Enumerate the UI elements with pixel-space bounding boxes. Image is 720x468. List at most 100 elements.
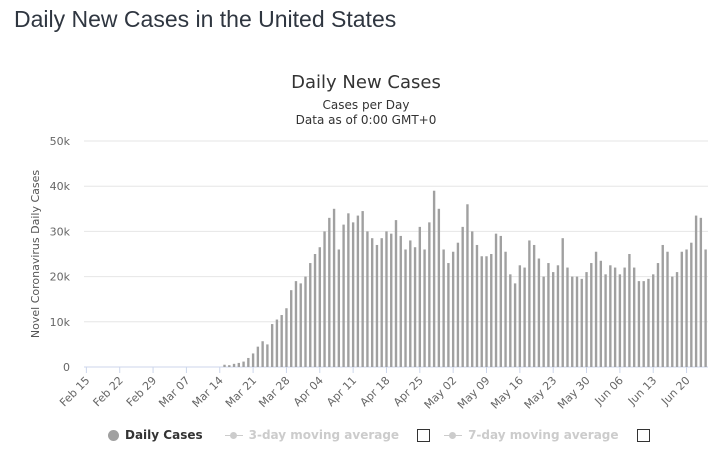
avg3-checkbox[interactable] xyxy=(417,428,431,442)
bar[interactable] xyxy=(494,233,498,367)
bar[interactable] xyxy=(351,222,355,367)
bar[interactable] xyxy=(323,231,326,367)
bar[interactable] xyxy=(437,208,441,367)
bar[interactable] xyxy=(275,319,279,367)
bar[interactable] xyxy=(685,249,688,367)
bar[interactable] xyxy=(509,274,512,367)
bar[interactable] xyxy=(332,208,336,367)
bar[interactable] xyxy=(609,265,612,367)
bar[interactable] xyxy=(299,283,302,367)
bar[interactable] xyxy=(694,215,698,367)
bar[interactable] xyxy=(504,251,507,367)
bar[interactable] xyxy=(342,224,345,367)
bar[interactable] xyxy=(652,274,655,367)
bar[interactable] xyxy=(413,247,417,367)
bar[interactable] xyxy=(661,244,664,367)
bar[interactable] xyxy=(556,265,560,367)
bar[interactable] xyxy=(466,204,469,367)
bar[interactable] xyxy=(251,353,255,367)
bar[interactable] xyxy=(285,308,288,367)
bar[interactable] xyxy=(585,272,588,367)
bar[interactable] xyxy=(656,263,660,367)
bar[interactable] xyxy=(247,357,250,367)
bar[interactable] xyxy=(375,244,379,367)
bar[interactable] xyxy=(666,251,669,367)
bar[interactable] xyxy=(537,258,541,367)
bar[interactable] xyxy=(394,220,398,367)
bar[interactable] xyxy=(461,226,464,367)
bar[interactable] xyxy=(290,290,293,367)
bar[interactable] xyxy=(690,242,693,367)
bar[interactable] xyxy=(270,324,274,367)
bar[interactable] xyxy=(380,238,383,367)
bar[interactable] xyxy=(513,283,517,367)
bar[interactable] xyxy=(347,213,350,367)
bar[interactable] xyxy=(632,267,636,367)
bar[interactable] xyxy=(542,276,545,367)
bar[interactable] xyxy=(528,240,531,367)
bar[interactable] xyxy=(704,249,707,367)
bar[interactable] xyxy=(442,249,445,367)
bar[interactable] xyxy=(328,217,331,367)
bar[interactable] xyxy=(370,238,374,367)
bar[interactable] xyxy=(361,211,364,367)
bar[interactable] xyxy=(261,341,264,367)
bar[interactable] xyxy=(618,274,622,367)
bar[interactable] xyxy=(456,242,460,367)
bar[interactable] xyxy=(237,362,240,367)
bar[interactable] xyxy=(451,251,455,367)
bar[interactable] xyxy=(475,244,479,367)
bar[interactable] xyxy=(590,263,593,367)
bar[interactable] xyxy=(432,190,436,367)
bar[interactable] xyxy=(256,346,260,367)
bar[interactable] xyxy=(390,233,393,367)
bar[interactable] xyxy=(223,364,226,367)
bar[interactable] xyxy=(313,254,317,367)
bar[interactable] xyxy=(232,363,236,367)
bar[interactable] xyxy=(623,267,626,367)
bar[interactable] xyxy=(499,235,502,367)
bar[interactable] xyxy=(680,251,683,367)
bar[interactable] xyxy=(523,267,526,367)
bar[interactable] xyxy=(366,231,369,367)
bar[interactable] xyxy=(318,247,321,367)
bar[interactable] xyxy=(571,276,574,367)
legend-3-day-average[interactable]: 3-day moving average xyxy=(224,428,399,442)
bar[interactable] xyxy=(518,265,522,367)
legend-daily-cases[interactable]: Daily Cases xyxy=(108,428,203,442)
legend-7-day-average[interactable]: 7-day moving average xyxy=(444,428,619,442)
bar[interactable] xyxy=(309,263,312,367)
bar[interactable] xyxy=(304,276,307,367)
bar[interactable] xyxy=(594,251,598,367)
bar[interactable] xyxy=(266,344,269,367)
bar[interactable] xyxy=(532,244,536,367)
bar[interactable] xyxy=(228,365,231,367)
bar[interactable] xyxy=(404,249,407,367)
bar[interactable] xyxy=(580,278,583,367)
bar[interactable] xyxy=(675,272,679,367)
bar[interactable] xyxy=(428,222,431,367)
bar[interactable] xyxy=(471,231,474,367)
bar[interactable] xyxy=(599,260,603,367)
bar[interactable] xyxy=(399,235,402,367)
bar[interactable] xyxy=(671,276,674,367)
bar[interactable] xyxy=(447,263,450,367)
bar[interactable] xyxy=(409,240,412,367)
bar[interactable] xyxy=(575,276,579,367)
avg7-checkbox[interactable] xyxy=(636,428,650,442)
bar[interactable] xyxy=(485,256,488,367)
bar[interactable] xyxy=(642,281,645,367)
bar[interactable] xyxy=(699,217,703,367)
bar[interactable] xyxy=(637,281,641,367)
bar[interactable] xyxy=(561,238,564,367)
bar[interactable] xyxy=(604,274,607,367)
bar[interactable] xyxy=(547,263,550,367)
bar[interactable] xyxy=(418,226,422,367)
bar[interactable] xyxy=(423,249,426,367)
bar[interactable] xyxy=(490,254,493,367)
bar[interactable] xyxy=(566,267,569,367)
bar[interactable] xyxy=(552,272,555,367)
bar[interactable] xyxy=(280,315,283,367)
bar[interactable] xyxy=(647,278,650,367)
bar[interactable] xyxy=(242,361,245,367)
